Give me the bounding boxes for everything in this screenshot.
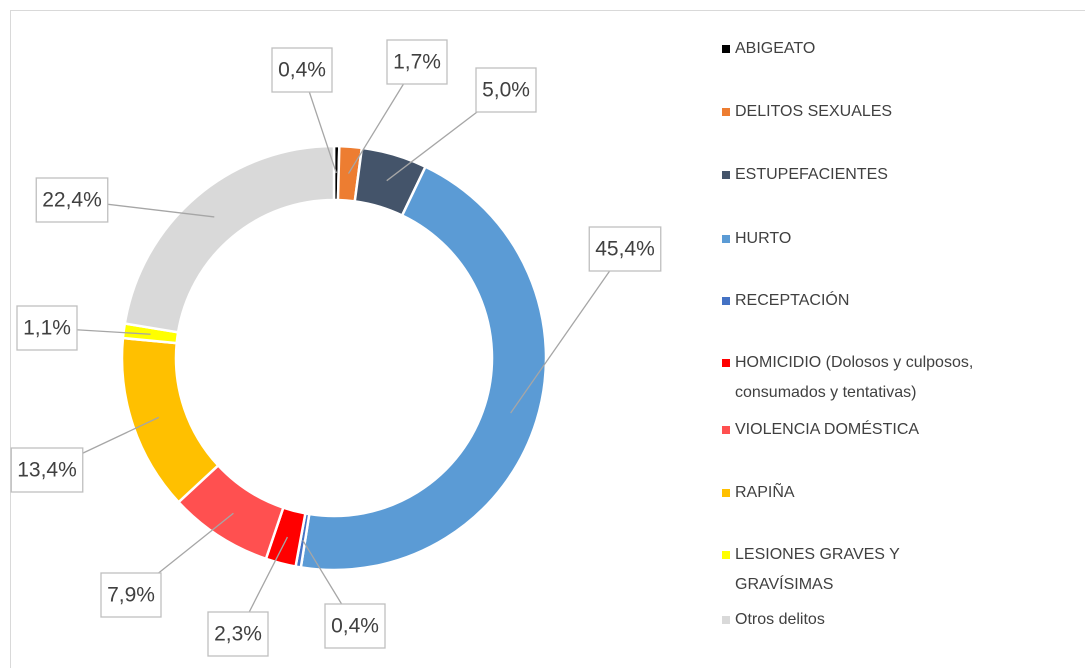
data-label-box	[386, 39, 448, 85]
legend-label: ESTUPEFACIENTES	[735, 166, 888, 183]
data-label-box	[207, 611, 269, 657]
legend-item: LESIONES GRAVES Y GRAVÍSIMAS	[722, 540, 925, 600]
legend-swatch	[722, 489, 730, 497]
legend-label: Otros delitos	[735, 611, 825, 628]
data-label: 1,7%	[393, 51, 441, 74]
legend-label: RECEPTACIÓN	[735, 292, 850, 309]
legend-item: HURTO	[722, 224, 990, 254]
data-label-box	[35, 177, 109, 223]
data-label-box	[475, 67, 537, 113]
data-label: 45,4%	[595, 238, 655, 261]
legend-swatch	[722, 297, 730, 305]
data-label: 0,4%	[331, 615, 379, 638]
data-label: 1,1%	[23, 317, 71, 340]
leader-line	[510, 248, 626, 414]
data-label-box	[271, 47, 333, 93]
legend-swatch	[722, 551, 730, 559]
legend-label: HOMICIDIO (Dolosos y culposos, consumado…	[735, 354, 974, 401]
legend-label: DELITOS SEXUALES	[735, 103, 893, 120]
data-label: 22,4%	[42, 189, 102, 212]
doughnut-segment	[299, 165, 548, 572]
legend-label: RAPIÑA	[735, 484, 795, 501]
legend-label: LESIONES GRAVES Y GRAVÍSIMAS	[735, 546, 900, 593]
data-label-box	[10, 447, 84, 493]
legend-label: HURTO	[735, 230, 792, 247]
legend-swatch	[722, 359, 730, 367]
data-label-box	[16, 305, 78, 351]
legend-item: Otros delitos	[722, 605, 990, 635]
data-label-box	[324, 603, 386, 649]
doughnut-segment	[120, 336, 220, 504]
data-label: 7,9%	[107, 584, 155, 607]
legend-swatch	[722, 45, 730, 53]
data-label: 2,3%	[214, 623, 262, 646]
legend-label: VIOLENCIA DOMÉSTICA	[735, 421, 920, 438]
data-label-box	[100, 572, 162, 618]
legend-swatch	[722, 235, 730, 243]
legend-item: DELITOS SEXUALES	[722, 97, 990, 127]
legend-item: ABIGEATO	[722, 34, 990, 64]
legend-item: RAPIÑA	[722, 478, 990, 508]
doughnut-segment	[123, 144, 336, 334]
legend-item: HOMICIDIO (Dolosos y culposos, consumado…	[722, 348, 990, 408]
legend-label: ABIGEATO	[735, 40, 816, 57]
legend-swatch	[722, 616, 730, 624]
legend-swatch	[722, 426, 730, 434]
data-label: 13,4%	[17, 459, 77, 482]
data-label-box	[588, 226, 662, 272]
legend-item: ESTUPEFACIENTES	[722, 160, 990, 190]
chart-border	[10, 10, 1085, 668]
data-label: 0,4%	[278, 59, 326, 82]
legend-swatch	[722, 171, 730, 179]
legend-swatch	[722, 108, 730, 116]
legend-item: VIOLENCIA DOMÉSTICA	[722, 415, 990, 445]
legend-item: RECEPTACIÓN	[722, 286, 990, 316]
data-label: 5,0%	[482, 79, 530, 102]
